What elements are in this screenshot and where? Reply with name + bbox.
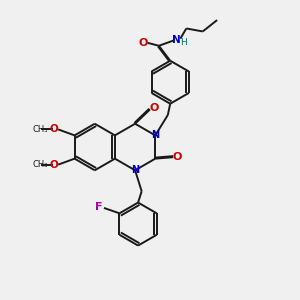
Text: CH₃: CH₃ <box>32 160 48 169</box>
Text: CH₃: CH₃ <box>32 125 48 134</box>
Text: O: O <box>149 103 159 113</box>
Text: F: F <box>95 202 103 212</box>
Text: N: N <box>151 130 159 140</box>
Text: O: O <box>173 152 182 162</box>
Text: O: O <box>50 160 59 170</box>
Text: N: N <box>131 165 139 175</box>
Text: O: O <box>139 38 148 48</box>
Text: O: O <box>50 124 59 134</box>
Text: N: N <box>172 34 181 44</box>
Text: H: H <box>180 38 187 47</box>
